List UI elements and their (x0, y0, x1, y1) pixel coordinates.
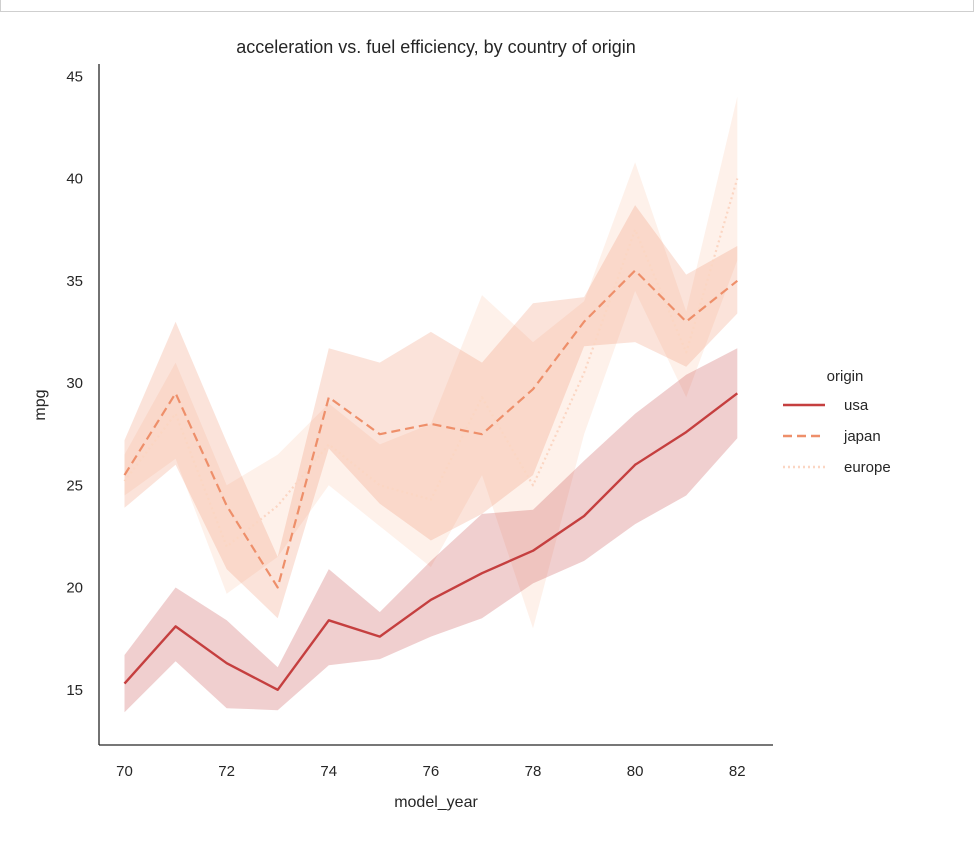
notebook-output-border (0, 0, 974, 12)
x-tick-label: 74 (320, 763, 337, 780)
legend-label-europe: europe (844, 459, 891, 476)
x-tick-label: 76 (423, 763, 440, 780)
confidence-band-japan (124, 205, 738, 619)
legend-title: origin (827, 368, 864, 385)
x-tick-label: 70 (116, 763, 133, 780)
y-tick-label: 20 (66, 580, 83, 597)
y-tick-label: 35 (66, 273, 83, 290)
x-tick-label: 72 (218, 763, 235, 780)
x-tick-label: 80 (627, 763, 644, 780)
legend: origin usa japan europe (783, 368, 891, 476)
series-line-europe (123, 178, 739, 548)
y-axis-label: mpg (32, 389, 49, 420)
series-lines (123, 178, 739, 691)
y-tick-labels: 15 20 25 30 35 40 45 (66, 68, 83, 699)
x-tick-label: 82 (729, 763, 746, 780)
y-tick-label: 40 (66, 171, 83, 188)
confidence-bands (124, 96, 738, 713)
y-tick-label: 15 (66, 682, 83, 699)
x-axis-label: model_year (394, 794, 478, 811)
legend-label-japan: japan (843, 428, 881, 445)
y-tick-label: 30 (66, 375, 83, 392)
y-tick-label: 25 (66, 477, 83, 494)
x-tick-label: 78 (525, 763, 542, 780)
chart-title: acceleration vs. fuel efficiency, by cou… (236, 37, 636, 57)
series-line-usa (123, 392, 739, 691)
y-tick-label: 45 (66, 68, 83, 85)
confidence-band-usa (124, 348, 738, 713)
x-tick-labels: 70 72 74 76 78 80 82 (116, 763, 745, 780)
legend-label-usa: usa (844, 397, 869, 414)
confidence-band-europe (124, 96, 738, 629)
